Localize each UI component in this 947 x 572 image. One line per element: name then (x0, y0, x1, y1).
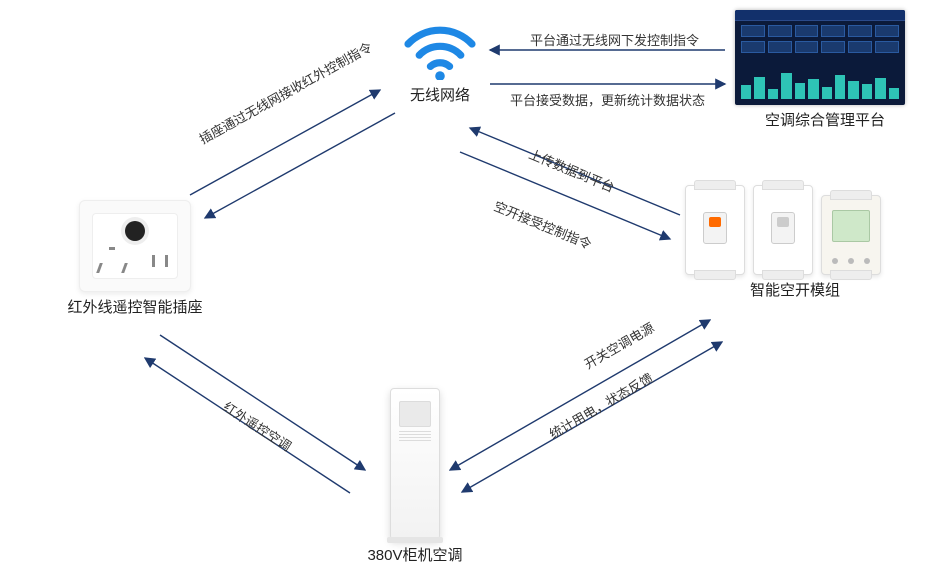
socket-label: 红外线遥控智能插座 (50, 296, 220, 317)
edge-label: 空开接受控制指令 (491, 196, 594, 253)
edge-label: 平台通过无线网下发控制指令 (530, 30, 699, 49)
edge-label: 平台接受数据，更新统计数据状态 (510, 90, 705, 109)
edge-label: 上传数据到平台 (526, 144, 617, 196)
dashboard-mock (735, 10, 905, 105)
node-breaker: 智能空开模组 (685, 185, 905, 300)
node-socket: 红外线遥控智能插座 (50, 200, 220, 317)
wifi-label: 无线网络 (370, 84, 510, 105)
edge-label: 插座通过无线网接收红外控制指令 (195, 37, 375, 148)
ac-label: 380V柜机空调 (355, 544, 475, 565)
edge-label: 统计用电，状态反馈 (545, 368, 656, 443)
wifi-icon (400, 20, 480, 80)
edge-label: 开关空调电源 (580, 317, 657, 372)
node-ac: 380V柜机空调 (355, 388, 475, 565)
breaker-devices (685, 185, 905, 275)
socket-device (79, 200, 191, 292)
edge-label: 红外遥控空调 (220, 397, 296, 455)
node-wifi: 无线网络 (370, 20, 510, 105)
node-platform: 空调综合管理平台 (735, 10, 915, 130)
ac-cabinet (390, 388, 440, 540)
breaker-label: 智能空开模组 (685, 279, 905, 300)
platform-label: 空调综合管理平台 (735, 109, 915, 130)
